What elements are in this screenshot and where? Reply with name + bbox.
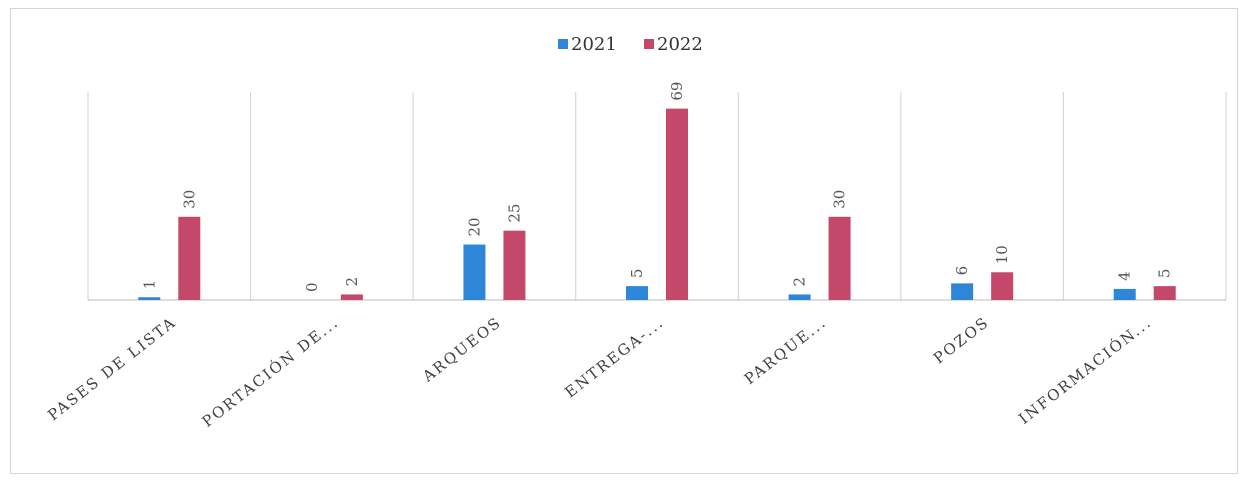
- x-tick-label-2: ARQUEOS: [418, 313, 504, 386]
- bar-2021-0: [138, 297, 161, 300]
- x-tick-label-1: PORTACIÓN DE...: [199, 313, 343, 431]
- data-label-2021-3: 5: [628, 269, 646, 279]
- data-label-2022-0: 30: [180, 190, 198, 209]
- bar-2022-1: [340, 294, 363, 300]
- bar-2021-6: [1113, 288, 1136, 300]
- bar-2021-4: [788, 294, 811, 300]
- data-label-2021-1: 0: [303, 282, 321, 292]
- bar-2021-5: [951, 283, 974, 300]
- data-label-2022-1: 2: [343, 277, 361, 287]
- bar-2021-3: [626, 286, 648, 300]
- x-tick-label-5: POZOS: [930, 313, 993, 367]
- data-label-2022-6: 5: [1156, 269, 1174, 279]
- data-label-2021-0: 1: [140, 280, 158, 290]
- legend-label-2021: 2021: [571, 34, 617, 55]
- bar-2022-4: [828, 216, 851, 300]
- data-label-2022-2: 25: [505, 204, 523, 223]
- data-label-2021-2: 20: [465, 217, 483, 236]
- legend-label-2022: 2022: [657, 34, 703, 55]
- legend-swatch-2022: [644, 39, 654, 49]
- x-tick-label-0: PASES DE LISTA: [44, 313, 179, 424]
- bar-2022-3: [666, 108, 688, 300]
- bar-2022-6: [1153, 286, 1176, 300]
- bar-2021-2: [463, 244, 486, 300]
- x-tick-label-3: ENTREGA-...: [561, 313, 667, 401]
- legend-swatch-2021: [558, 39, 568, 49]
- x-tick-label-6: INFORMACIÓN...: [1015, 313, 1155, 428]
- data-label-2022-5: 10: [993, 245, 1011, 264]
- bar-2022-0: [178, 216, 201, 300]
- data-label-2021-5: 6: [953, 266, 971, 276]
- bar-2022-2: [503, 230, 526, 300]
- chart-frame: [10, 8, 1238, 474]
- data-label-2022-4: 30: [831, 190, 849, 209]
- data-label-2022-3: 69: [668, 82, 686, 101]
- bar-2022-5: [991, 272, 1014, 300]
- x-tick-label-4: PARQUE...: [741, 313, 830, 388]
- data-label-2021-6: 4: [1116, 271, 1134, 281]
- data-label-2021-4: 2: [791, 277, 809, 287]
